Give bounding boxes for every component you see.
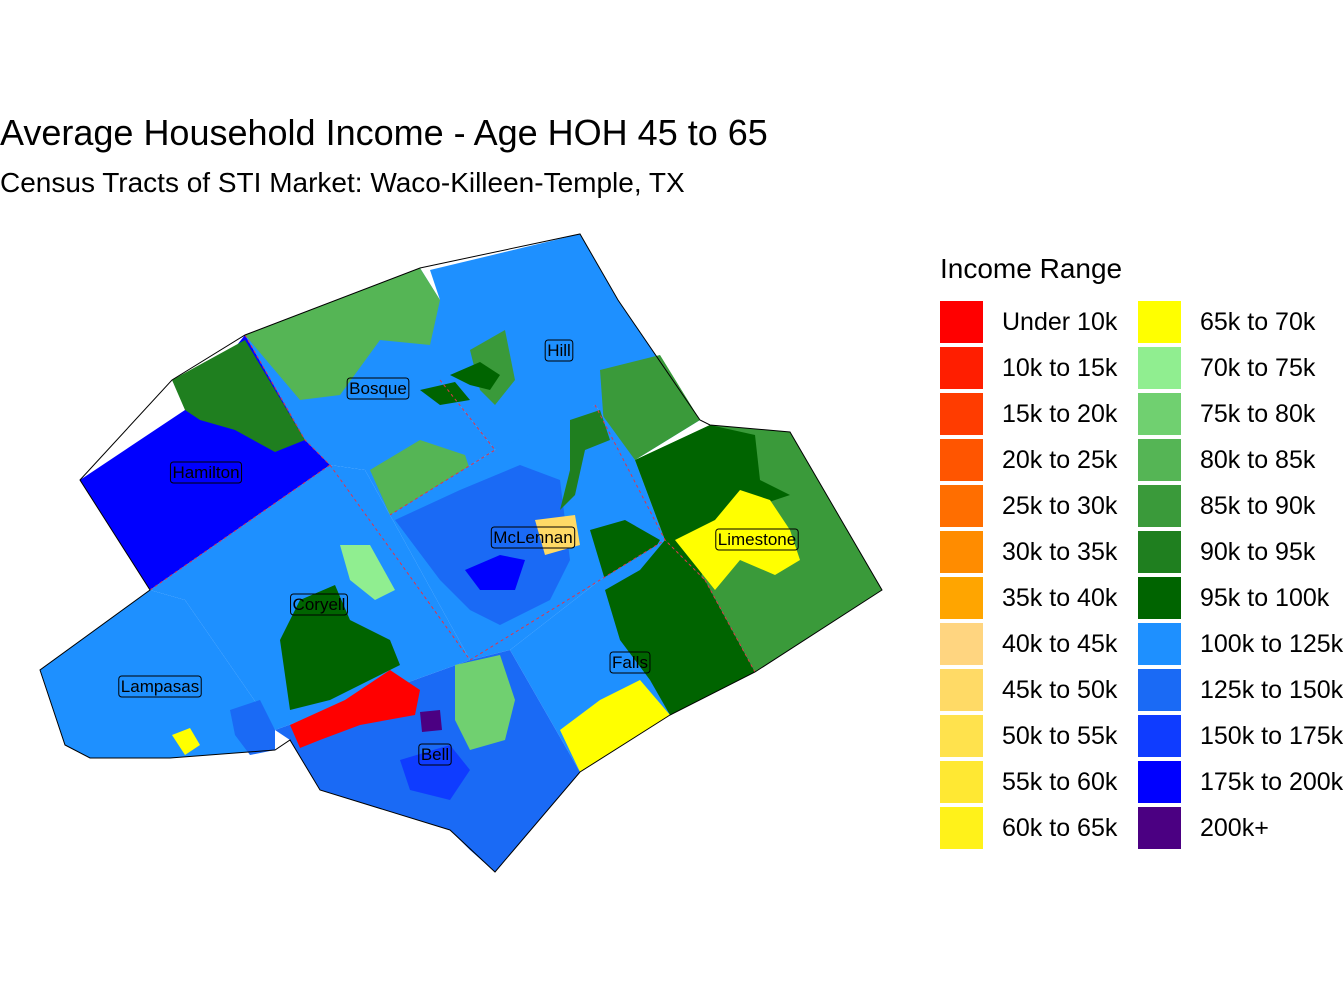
legend-swatch <box>940 669 983 711</box>
county-coryell-dark <box>280 585 400 710</box>
legend-label: Under 10k <box>1002 308 1118 336</box>
county-label-hamilton: Hamilton <box>172 463 239 482</box>
map-title: Average Household Income - Age HOH 45 to… <box>0 112 768 153</box>
legend-swatch <box>1138 715 1181 757</box>
legend-label: 55k to 60k <box>1002 768 1118 796</box>
legend-swatch <box>940 485 983 527</box>
county-label-falls: Falls <box>612 653 648 672</box>
county-bell-red <box>290 670 420 748</box>
legend-label: 200k+ <box>1200 814 1269 842</box>
legend-label: 20k to 25k <box>1002 446 1118 474</box>
county-label-box <box>418 743 452 766</box>
legend-label: 25k to 30k <box>1002 492 1118 520</box>
legend-swatch <box>940 807 983 849</box>
county-falls-dark <box>605 540 755 715</box>
region-outline <box>39 233 883 873</box>
legend-label: 175k to 200k <box>1200 768 1344 796</box>
county-hill-green <box>600 355 700 460</box>
county-lampasas-blue <box>230 700 275 755</box>
legend-swatch <box>1138 439 1181 481</box>
county-label-bosque: Bosque <box>349 379 407 398</box>
legend-swatch <box>1138 485 1181 527</box>
county-bosque-green2 <box>370 440 470 515</box>
legend-label: 90k to 95k <box>1200 538 1316 566</box>
county-mclennan-blue <box>465 555 525 590</box>
county-boundaries <box>149 334 756 673</box>
legend-swatch <box>1138 623 1181 665</box>
legend-label: 10k to 15k <box>1002 354 1118 382</box>
legend-swatch <box>1138 761 1181 803</box>
county-label-lampasas: Lampasas <box>121 677 199 696</box>
county-bell-purple <box>420 710 442 732</box>
legend-swatch <box>940 301 983 343</box>
county-label-box <box>609 651 651 674</box>
county-mclennan-green <box>560 410 610 510</box>
legend-label: 95k to 100k <box>1200 584 1330 612</box>
legend-swatch <box>1138 347 1181 389</box>
legend-swatch <box>940 715 983 757</box>
county-label-mclennan: McLennan <box>493 528 572 547</box>
legend-swatch <box>940 347 983 389</box>
county-label-box <box>490 526 576 549</box>
county-coryell-lightgreen <box>340 545 395 600</box>
county-label-box <box>346 377 410 400</box>
county-label-box <box>290 593 348 616</box>
county-label-bell: Bell <box>421 745 449 764</box>
county-limestone-yellow <box>675 490 800 590</box>
legend-label: 30k to 35k <box>1002 538 1118 566</box>
legend-swatch <box>1138 807 1181 849</box>
legend-swatch <box>1138 531 1181 573</box>
legend-swatch <box>940 531 983 573</box>
legend-label: 15k to 20k <box>1002 400 1118 428</box>
county-lampasas-area <box>40 590 275 758</box>
county-hill-dark <box>450 362 500 390</box>
legend-swatch <box>1138 393 1181 435</box>
legend-label: 100k to 125k <box>1200 630 1344 658</box>
county-limestone-dark <box>635 425 790 580</box>
legend-label: 35k to 40k <box>1002 584 1118 612</box>
legend-label: 150k to 175k <box>1200 722 1344 750</box>
legend-label: 65k to 70k <box>1200 308 1316 336</box>
county-label-coryell: Coryell <box>293 595 346 614</box>
map-subtitle: Census Tracts of STI Market: Waco-Killee… <box>0 167 685 198</box>
choropleth-map: Hill Bosque Hamilton McLennan Limestone Corye… <box>39 233 883 873</box>
county-bosque-dark <box>420 382 470 405</box>
legend-label: 70k to 75k <box>1200 354 1316 382</box>
county-label-box <box>118 675 202 698</box>
legend-label: 50k to 55k <box>1002 722 1118 750</box>
legend-swatch <box>1138 669 1181 711</box>
legend-swatch <box>940 761 983 803</box>
county-label-box <box>715 528 799 551</box>
county-label-limestone: Limestone <box>718 530 796 549</box>
legend-swatch <box>1138 301 1181 343</box>
legend-swatch <box>940 623 983 665</box>
legend-label: 45k to 50k <box>1002 676 1118 704</box>
legend-label: 40k to 45k <box>1002 630 1118 658</box>
county-label-hill: Hill <box>547 341 571 360</box>
county-bell-green <box>455 655 515 750</box>
legend-label: 80k to 85k <box>1200 446 1316 474</box>
county-falls-yellow <box>560 680 670 772</box>
legend-label: 60k to 65k <box>1002 814 1118 842</box>
legend-label: 125k to 150k <box>1200 676 1344 704</box>
county-bosque-green <box>245 268 440 400</box>
county-mclennan-yellow <box>535 515 580 555</box>
legend-label: 75k to 80k <box>1200 400 1316 428</box>
county-label-box <box>169 461 243 484</box>
county-bell-blue <box>400 745 470 800</box>
county-label-box <box>544 339 574 362</box>
legend-swatch <box>940 577 983 619</box>
county-mclennan-inner <box>395 465 570 625</box>
county-lampasas-yellow <box>172 728 200 755</box>
legend-swatch <box>940 393 983 435</box>
legend-swatch <box>940 439 983 481</box>
legend-swatch <box>1138 577 1181 619</box>
county-hamilton-green <box>172 340 305 452</box>
legend-title: Income Range <box>940 253 1123 284</box>
legend-label: 85k to 90k <box>1200 492 1316 520</box>
